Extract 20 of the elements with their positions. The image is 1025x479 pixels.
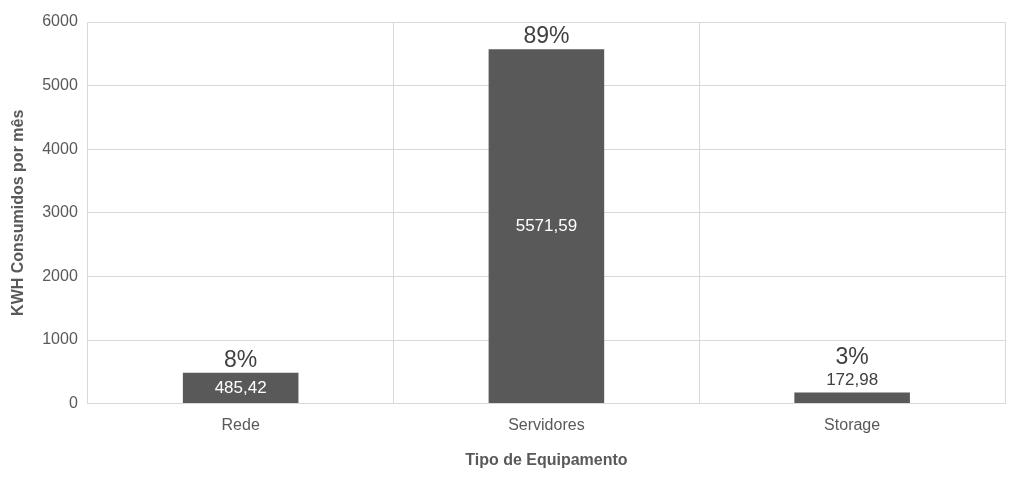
bar <box>794 392 910 404</box>
y-tick-label: 5000 <box>42 76 78 94</box>
annotation: 89% <box>523 22 570 49</box>
x-axis-title: Tipo de Equipamento <box>465 450 628 468</box>
y-tick-label: 6000 <box>42 12 78 30</box>
y-axis-title: KWH Consumidos por mês <box>9 109 27 316</box>
y-tick-label: 3000 <box>42 203 78 221</box>
x-tick-label: Rede <box>221 415 260 433</box>
data-label: 172,98 <box>826 370 879 390</box>
data-label: 5571,59 <box>515 215 578 235</box>
annotation: 8% <box>224 345 258 372</box>
y-tick-label: 1000 <box>42 330 78 348</box>
bar <box>488 49 605 404</box>
x-tick-label: Servidores <box>508 415 585 433</box>
y-tick-label: 4000 <box>42 139 78 157</box>
data-label: 485,42 <box>214 377 267 397</box>
y-tick-label: 0 <box>68 394 78 412</box>
x-tick-label: Storage <box>824 415 881 433</box>
y-tick-label: 2000 <box>42 266 78 284</box>
annotation: 3% <box>835 343 869 370</box>
